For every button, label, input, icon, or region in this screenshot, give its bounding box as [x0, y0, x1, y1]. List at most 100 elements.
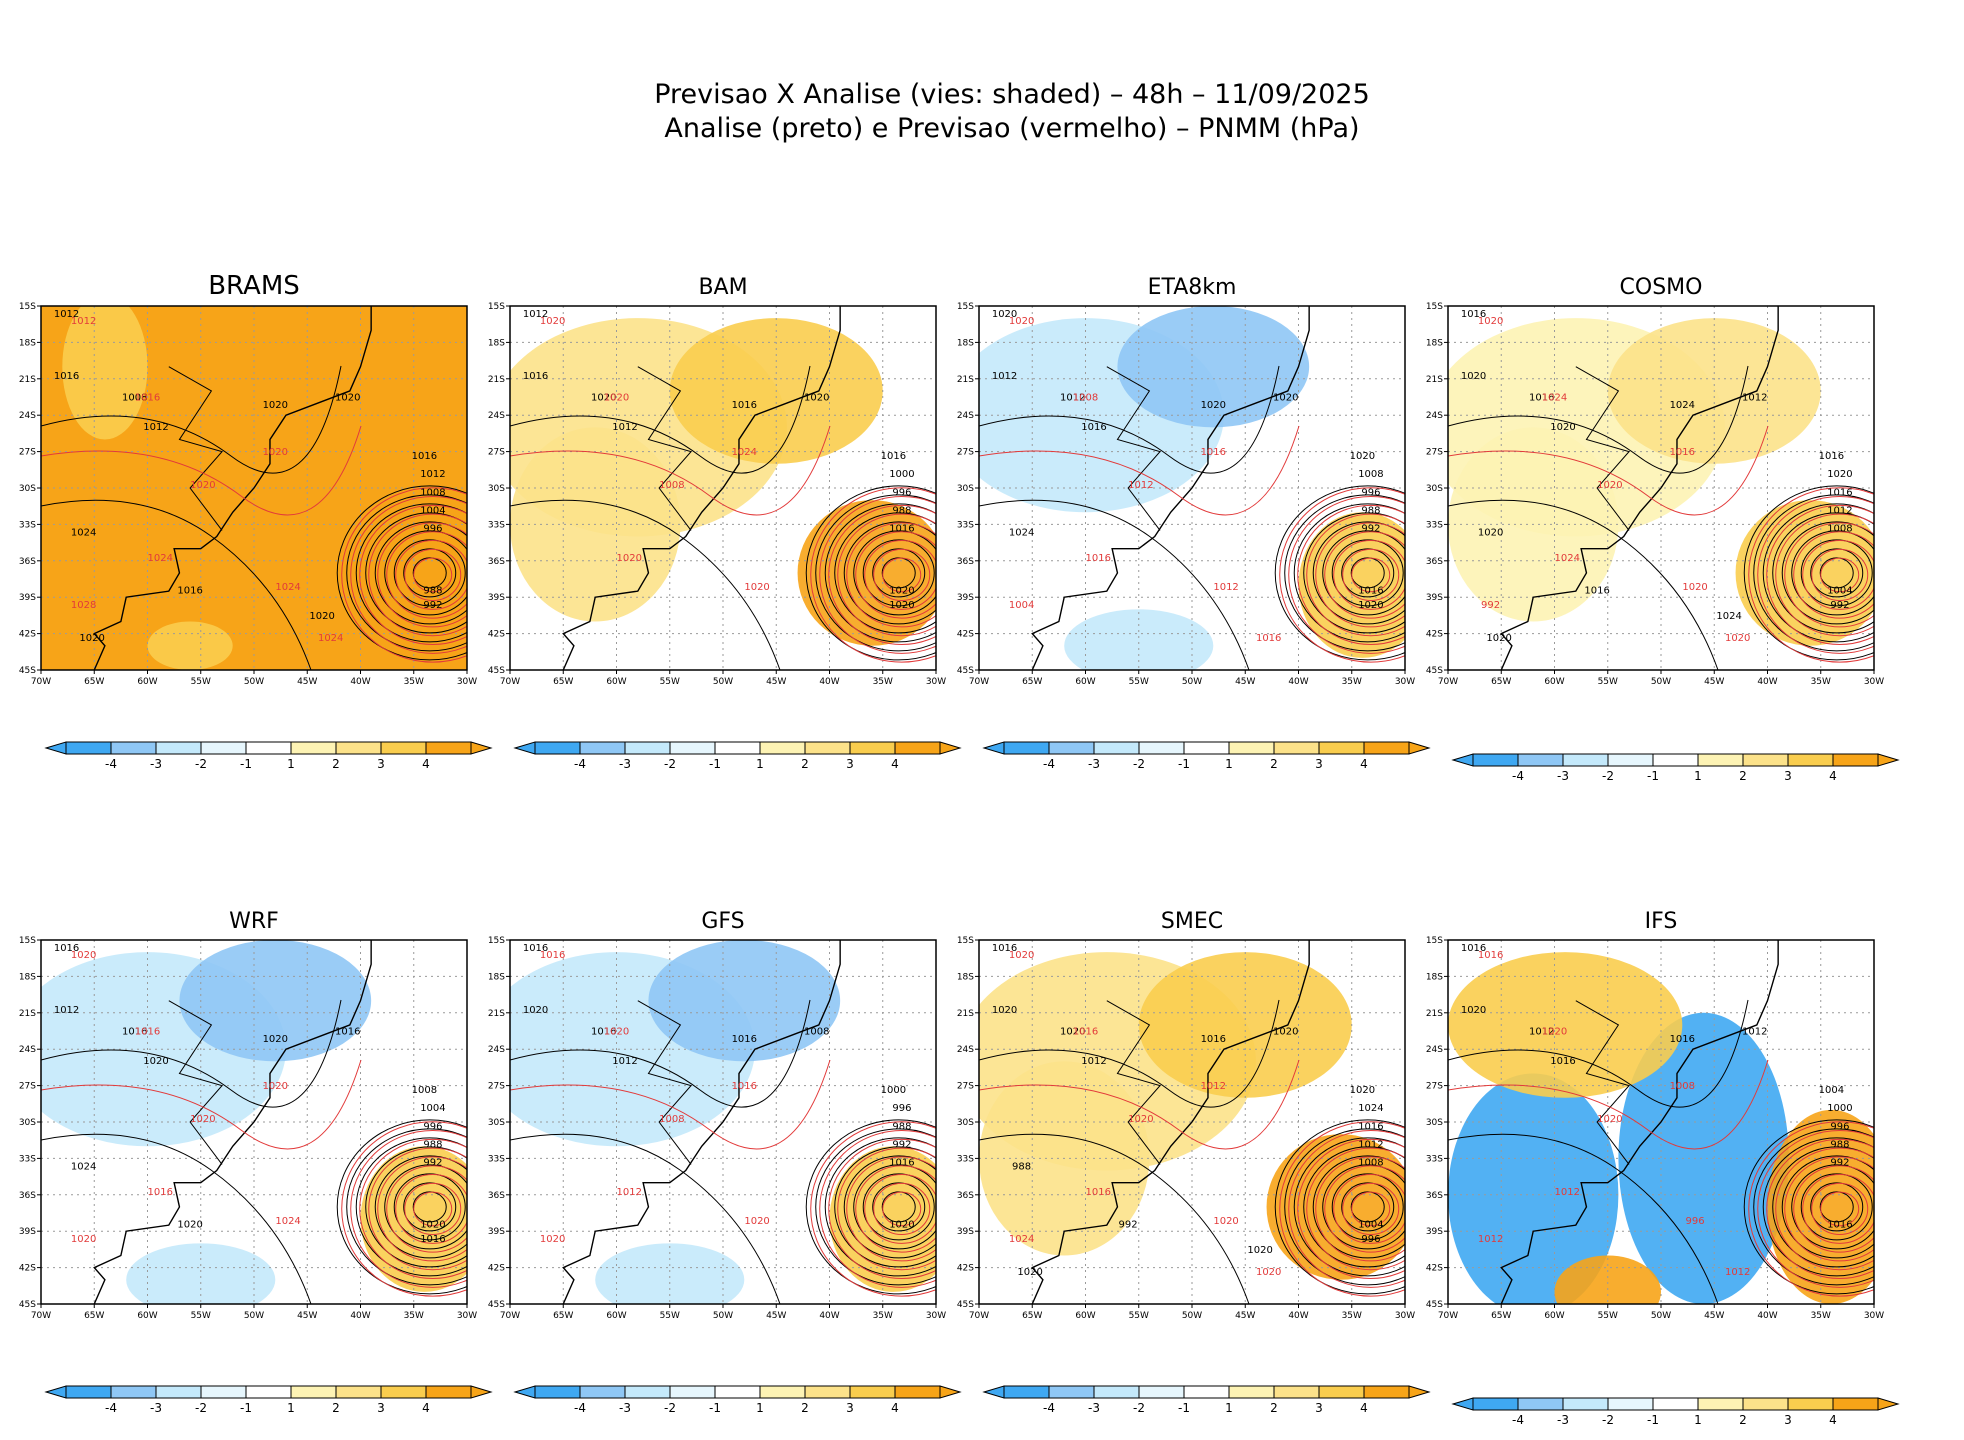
analysis-contour: [979, 1133, 1250, 1304]
contour-label-analysis: 1012: [54, 309, 79, 320]
y-tick-label: 42S: [957, 630, 974, 640]
contour-label-forecast: 1020: [744, 1216, 769, 1227]
x-tick-label: 30W: [457, 677, 477, 687]
contour-label-forecast: 1020: [604, 393, 629, 404]
contour-label-analysis: 1008: [122, 393, 147, 404]
y-tick-label: 21S: [1426, 1009, 1443, 1019]
contour-label-forecast: 1020: [540, 1234, 565, 1245]
colorbar-label: -4: [574, 1401, 586, 1415]
colorbar-arrow-left: [982, 741, 1005, 755]
contour-label-analysis: 1020: [1350, 1085, 1375, 1096]
coastline: [1500, 306, 1779, 670]
forecast-contour: [837, 1147, 936, 1271]
y-tick-label: 15S: [1426, 936, 1443, 946]
x-tick-label: 45W: [297, 1311, 317, 1321]
colorbar-label: 4: [1360, 757, 1368, 771]
analysis-contour: [1322, 530, 1405, 616]
y-tick-label: 18S: [1426, 338, 1443, 348]
colorbar-label: -3: [150, 757, 162, 771]
y-tick-label: 24S: [19, 411, 36, 421]
forecast-contour: [1315, 522, 1405, 628]
colorbar-label: -2: [1602, 769, 1614, 783]
y-tick-label: 36S: [488, 1191, 505, 1201]
contour-label-analysis: 1004: [1358, 1220, 1383, 1231]
forecast-contour: [810, 487, 936, 663]
y-tick-label: 18S: [957, 972, 974, 982]
colorbar-arrow-right: [1408, 1385, 1431, 1399]
analysis-contour: [374, 1155, 467, 1259]
contour-label-analysis: 992: [1830, 1158, 1849, 1169]
y-tick-label: 24S: [957, 1045, 974, 1055]
colorbar-label: -4: [105, 757, 117, 771]
y-tick-label: 36S: [19, 557, 36, 567]
analysis-contour: [1331, 539, 1404, 607]
colorbar-segment: [290, 741, 337, 755]
y-tick-label: 36S: [19, 1191, 36, 1201]
contour-label-forecast: 1012: [71, 316, 96, 327]
contour-label-analysis: 1020: [1358, 600, 1383, 611]
colorbar-segment: [200, 741, 247, 755]
coastline: [1500, 940, 1779, 1304]
panel-title: WRF: [229, 909, 279, 934]
forecast-contour: [368, 513, 467, 637]
forecast-contour: [510, 1059, 831, 1150]
panel-title: BRAMS: [208, 271, 300, 301]
x-tick-label: 30W: [457, 1311, 477, 1321]
y-tick-label: 21S: [488, 1009, 505, 1019]
colorbar-segment: [335, 741, 382, 755]
forecast-contour: [386, 531, 467, 619]
x-tick-label: 70W: [31, 1311, 51, 1321]
contour-label-analysis: 1016: [1584, 586, 1609, 597]
y-tick-label: 27S: [488, 1082, 505, 1092]
colorbar-segment: [1228, 1385, 1275, 1399]
forecast-contour: [1288, 1130, 1405, 1288]
forecast-contour: [1297, 504, 1405, 646]
colorbar-label: -1: [709, 1401, 721, 1415]
y-tick-label: 24S: [1426, 411, 1443, 421]
forecast-contour: [979, 1059, 1300, 1150]
x-tick-label: 70W: [1438, 677, 1458, 687]
analysis-contour: [1753, 1128, 1874, 1286]
colorbar-segment: [1093, 741, 1140, 755]
forecast-contour: [1766, 504, 1874, 646]
x-tick-label: 65W: [553, 677, 573, 687]
panel-eta8km: ETA8km1020101210121016102010201020100899…: [957, 275, 1431, 771]
colorbar-label: -1: [1647, 1413, 1659, 1427]
analysis-contour: [1743, 485, 1874, 661]
contour-label-analysis: 1020: [420, 1220, 445, 1231]
colorbar-label: 4: [1360, 1401, 1368, 1415]
y-tick-label: 18S: [1426, 972, 1443, 982]
analysis-contour: [1791, 530, 1874, 616]
panel-title: ETA8km: [1148, 275, 1237, 300]
colorbar-label: 1: [756, 1401, 764, 1415]
panels: BRAMS10121016100810121020102010161012100…: [19, 271, 1900, 1427]
contour-label-analysis: 1020: [591, 393, 616, 404]
colorbar-segment: [1652, 1397, 1699, 1411]
contour-label-analysis: 1012: [1529, 1027, 1554, 1038]
colorbar-segment: [759, 741, 806, 755]
forecast-contour: [819, 1130, 936, 1288]
contour-label-analysis: 988: [423, 586, 442, 597]
analysis-contour: [1448, 499, 1719, 670]
contour-label-analysis: 1016: [1827, 1220, 1852, 1231]
colorbar-segment: [894, 741, 941, 755]
x-tick-label: 60W: [606, 1311, 626, 1321]
x-tick-label: 65W: [84, 677, 104, 687]
contour-label-analysis: 988: [892, 505, 911, 516]
panel-bam: BAM1012101610201012101610201016100099698…: [488, 275, 962, 771]
gridlines: [510, 940, 936, 1304]
colorbar-segment: [65, 741, 112, 755]
x-tick-label: 65W: [1022, 677, 1042, 687]
contour-label-analysis: 1016: [889, 524, 914, 535]
contour-label-analysis: 1008: [420, 487, 445, 498]
forecast-contour: [864, 1174, 936, 1244]
y-tick-label: 24S: [957, 411, 974, 421]
colorbar-segment: [1697, 1397, 1744, 1411]
colorbar-label: 2: [1739, 1413, 1747, 1427]
x-tick-label: 65W: [1022, 1311, 1042, 1321]
y-tick-label: 42S: [19, 630, 36, 640]
analysis-contour: [862, 539, 935, 607]
colorbar-segment: [579, 1385, 626, 1399]
analysis-contour: [979, 999, 1280, 1108]
contour-label-analysis: 1000: [1827, 1103, 1852, 1114]
